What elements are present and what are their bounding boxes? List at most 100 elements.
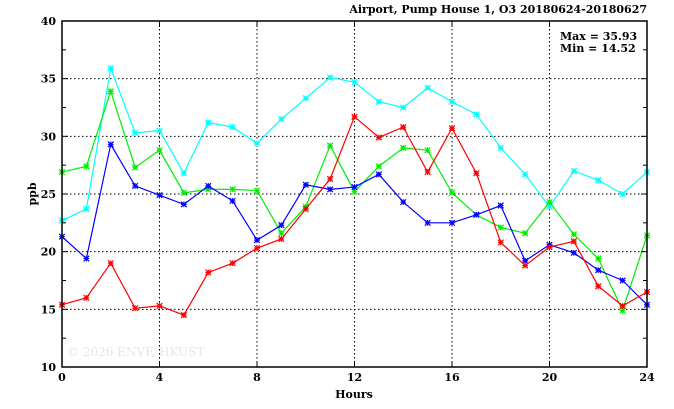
data-point: [619, 277, 626, 284]
y-tick-label: 10: [41, 361, 57, 374]
data-point: [253, 236, 261, 244]
data-point: [156, 302, 163, 310]
chart-title: Airport, Pump House 1, O3 20180624-20180…: [348, 3, 647, 16]
data-point: [229, 197, 236, 205]
data-point: [253, 140, 261, 147]
data-point: [180, 201, 188, 208]
max-annotation: Max = 35.93: [560, 30, 637, 43]
data-point: [180, 170, 188, 177]
data-point: [521, 229, 529, 237]
data-point: [619, 190, 626, 198]
data-point: [180, 189, 188, 197]
data-point: [497, 144, 504, 152]
data-point: [619, 302, 626, 310]
data-point: [278, 235, 285, 243]
series-line-blue: [61, 142, 648, 306]
data-point: [400, 104, 407, 111]
y-tick-label: 35: [41, 73, 56, 86]
data-point: [326, 142, 334, 149]
data-point: [131, 164, 139, 171]
x-tick-label: 0: [58, 371, 66, 384]
data-point: [619, 307, 626, 314]
data-point: [448, 189, 456, 197]
data-point: [107, 141, 114, 148]
data-point: [351, 78, 358, 86]
axis-ticks: 0 4 8 12 16 20 24 10 15 20 25 30 35 40: [41, 15, 655, 384]
y-tick-label: 25: [41, 188, 56, 201]
data-point: [570, 231, 578, 238]
y-tick-label: 15: [41, 303, 56, 316]
data-point: [521, 171, 529, 178]
data-point: [83, 205, 90, 213]
x-tick-label: 16: [444, 371, 460, 384]
data-point: [278, 221, 285, 229]
data-point: [83, 163, 90, 170]
min-annotation: Min = 14.52: [560, 42, 636, 55]
x-tick-label: 24: [639, 371, 655, 384]
data-point: [326, 186, 334, 193]
data-point: [570, 249, 578, 257]
x-tick-label: 12: [347, 371, 362, 384]
data-point: [595, 266, 602, 274]
data-point: [205, 182, 212, 190]
data-point: [400, 144, 407, 152]
y-tick-label: 30: [41, 130, 57, 143]
data-point: [229, 259, 236, 267]
data-point: [546, 198, 553, 206]
y-axis-label: ppb: [26, 182, 39, 205]
data-point: [253, 244, 261, 252]
data-point: [448, 219, 456, 227]
data-point: [375, 171, 383, 178]
data-point: [570, 167, 578, 175]
data-point: [205, 186, 212, 193]
data-point: [83, 255, 90, 262]
y-tick-label: 20: [41, 246, 57, 259]
data-point: [375, 163, 383, 170]
data-point: [521, 257, 529, 265]
data-point: [448, 125, 456, 132]
data-point: [497, 239, 504, 246]
series-lines: [58, 65, 651, 319]
data-point: [278, 229, 285, 237]
data-point: [473, 170, 480, 177]
data-point: [595, 283, 602, 290]
data-point: [595, 255, 602, 262]
data-point: [497, 202, 504, 209]
data-point: [326, 74, 334, 81]
data-point: [205, 119, 212, 126]
data-point: [375, 134, 383, 141]
data-point: [521, 262, 529, 269]
data-point: [351, 188, 358, 195]
data-point: [180, 311, 188, 319]
x-tick-label: 20: [542, 371, 558, 384]
data-point: [131, 304, 139, 312]
data-point: [156, 191, 163, 199]
data-point: [229, 186, 236, 193]
data-point: [83, 294, 90, 302]
x-tick-label: 4: [156, 371, 164, 384]
data-point: [546, 243, 553, 251]
series-cyan: [58, 65, 651, 224]
data-point: [253, 187, 261, 194]
data-point: [424, 146, 431, 154]
y-tick-label: 40: [41, 15, 57, 28]
data-point: [131, 129, 139, 137]
data-point: [302, 95, 309, 102]
data-point: [595, 176, 602, 184]
x-tick-label: 8: [253, 371, 261, 384]
data-point: [107, 88, 114, 95]
data-point: [107, 65, 114, 72]
data-point: [424, 168, 431, 176]
data-point: [205, 269, 212, 276]
data-point: [131, 182, 139, 190]
data-point: [302, 181, 309, 188]
data-point: [497, 224, 504, 231]
data-point: [400, 198, 407, 206]
data-point: [473, 211, 480, 218]
data-point: [229, 123, 236, 131]
data-point: [424, 219, 431, 227]
data-point: [326, 175, 334, 183]
data-point: [107, 259, 114, 267]
data-point: [448, 98, 456, 105]
data-point: [400, 123, 407, 131]
